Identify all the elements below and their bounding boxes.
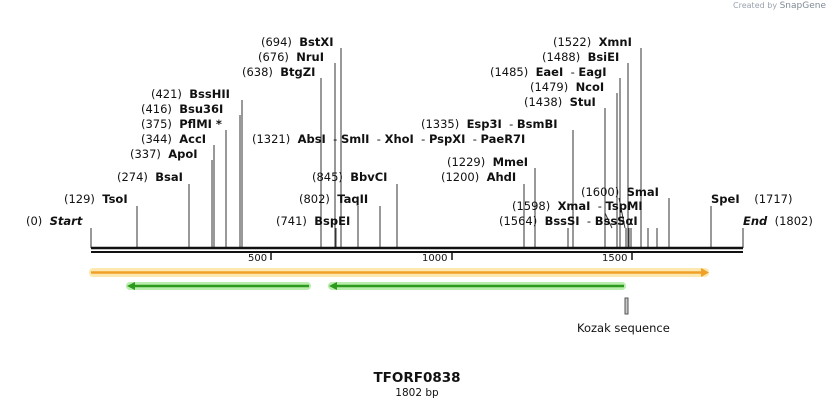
site-label-ncoi[interactable]: (1479) NcoI xyxy=(530,80,605,94)
site-label-esp3i[interactable]: (1335) Esp3I - BsmBI xyxy=(421,117,558,131)
sequence-length: 1802 bp xyxy=(395,387,439,399)
orf-arrowhead xyxy=(701,268,709,277)
snapgene-watermark: Created by SnapGene xyxy=(733,1,826,11)
site-label-pflmi[interactable]: (375) PflMI * xyxy=(141,117,222,131)
kozak-feature[interactable] xyxy=(624,297,629,315)
ruler-label-500: 500 xyxy=(248,253,268,264)
site-label-bsiei[interactable]: (1488) BsiEI xyxy=(542,50,620,64)
site-label-bsssi[interactable]: (1564) BssSI - BssSαI xyxy=(499,214,638,228)
kozak-label: Kozak sequence xyxy=(577,321,670,335)
site-label-bsai[interactable]: (274) BsaI xyxy=(117,170,183,184)
site-label-spei[interactable]: SpeI (1717) xyxy=(711,192,793,206)
snapgene-logo: SnapGene xyxy=(779,1,826,11)
ruler-label-1500: 1500 xyxy=(602,253,628,264)
site-lines xyxy=(90,48,744,248)
site-label-btgzi[interactable]: (638) BtgZI xyxy=(242,65,316,79)
site-label-nrui[interactable]: (676) NruI xyxy=(258,50,325,64)
site-connector xyxy=(604,212,613,229)
site-label-bsu36i[interactable]: (416) Bsu36I xyxy=(141,102,224,116)
site-label-taqii[interactable]: (802) TaqII xyxy=(299,192,369,206)
primer-1-arrowhead xyxy=(127,282,135,290)
site-label-acci[interactable]: (344) AccI xyxy=(141,132,207,146)
site-label-xmni[interactable]: (1522) XmnI xyxy=(553,35,632,49)
sequence-name: TFORF0838 xyxy=(373,370,461,386)
site-label-apoi[interactable]: (337) ApoI xyxy=(130,147,198,161)
site-label-stui[interactable]: (1438) StuI xyxy=(524,95,596,109)
site-label-bsshii[interactable]: (421) BssHII xyxy=(151,87,230,101)
site-label-smai[interactable]: (1600) SmaI xyxy=(581,185,659,199)
site-label-tsoi[interactable]: (129) TsoI xyxy=(64,192,128,206)
site-label-xmai[interactable]: (1598) XmaI - TspMI xyxy=(512,199,643,213)
site-label-ahdi[interactable]: (1200) AhdI xyxy=(441,170,517,184)
site-label-eaei[interactable]: (1485) EaeI - EagI xyxy=(490,65,607,79)
primer-2-arrowhead xyxy=(329,282,337,290)
site-label-mmei[interactable]: (1229) MmeI xyxy=(447,155,529,169)
site-label-bspei[interactable]: (741) BspEI xyxy=(276,214,351,228)
site-label-bbvci[interactable]: (845) BbvCI xyxy=(312,170,388,184)
end-label: End (1802) xyxy=(743,214,813,228)
site-label-bstxi[interactable]: (694) BstXI xyxy=(261,35,334,49)
ruler-ticks xyxy=(270,252,633,260)
ruler-label-1000: 1000 xyxy=(422,253,448,264)
site-connector xyxy=(618,197,626,229)
start-label: (0) Start xyxy=(26,214,83,228)
site-label-absi[interactable]: (1321) AbsI - SmlI - XhoI - PspXI - PaeR… xyxy=(252,132,526,146)
